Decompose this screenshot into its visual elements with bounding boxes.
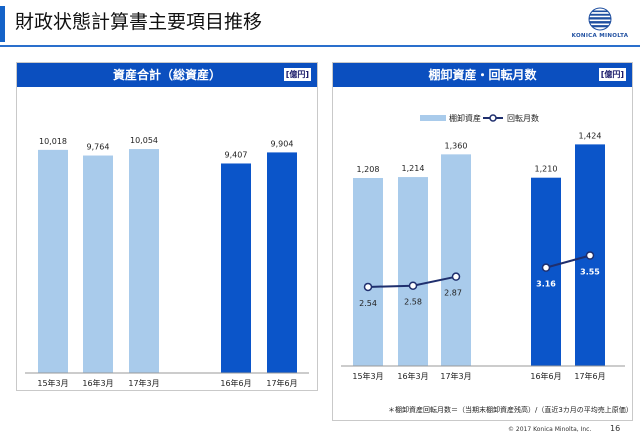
turnover-line-quarterly <box>545 254 591 269</box>
inventory-chart: 棚卸資産 回転月数 1,208 15年3月 1,214 16年3月 1,360 17年3月 1,… <box>341 113 625 381</box>
inventory-unit: [億円] <box>598 68 626 81</box>
turnover-point <box>363 282 373 292</box>
inventory-title: 棚卸資産・回転月数 <box>428 68 537 82</box>
inventory-category-label: 17年3月 <box>440 371 471 381</box>
turnover-value-label: 2.87 <box>444 289 462 298</box>
total-assets-value-label: 9,904 <box>271 139 294 148</box>
turnover-value-label: 2.58 <box>404 298 422 307</box>
total-assets-value-label: 9,764 <box>87 143 110 152</box>
inventory-value-label: 1,210 <box>535 165 558 174</box>
total-assets-title: 資産合計（総資産） <box>112 68 221 82</box>
legend-bar-label: 棚卸資産 <box>449 113 481 123</box>
total-assets-bar <box>38 149 68 373</box>
inventory-value-label: 1,214 <box>402 164 425 173</box>
turnover-point <box>451 272 461 281</box>
turnover-point <box>408 281 418 290</box>
total-assets-panel: 資産合計（総資産） [億円] 10,018 15年3月 9,764 16年3月 10,0… <box>16 62 318 391</box>
total-assets-category-label: 17年3月 <box>128 378 159 388</box>
inventory-value-label: 1,360 <box>445 141 468 150</box>
total-assets-bar <box>221 163 251 373</box>
total-assets-value-label: 10,018 <box>39 137 67 146</box>
inventory-bar <box>353 178 383 366</box>
inventory-value-label: 1,424 <box>579 131 602 140</box>
legend-line-marker <box>489 114 497 122</box>
inventory-bar <box>398 177 428 366</box>
total-assets-category-label: 17年6月 <box>266 378 297 388</box>
legend-line-label: 回転月数 <box>507 113 539 123</box>
total-assets-unit: [億円] <box>283 68 311 81</box>
total-assets-bar <box>129 149 159 373</box>
total-assets-header: 資産合計（総資産） [億円] <box>17 63 317 87</box>
inventory-panel: 棚卸資産・回転月数 [億円] 棚卸資産 回転月数 1,208 15年3月 1,214 16… <box>332 62 633 421</box>
total-assets-chart: 10,018 15年3月 9,764 16年3月 10,054 17年3月 9,407 16年… <box>25 136 309 388</box>
copyright: © 2017 Konica Minolta, Inc. <box>508 426 592 433</box>
inventory-value-label: 1,208 <box>357 165 380 174</box>
page-number: 16 <box>610 424 621 433</box>
title-accent-bar <box>0 6 5 42</box>
globe-logo-icon <box>588 7 612 31</box>
inventory-category-label: 17年6月 <box>574 371 605 381</box>
total-assets-value-label: 9,407 <box>225 150 248 159</box>
header-rule <box>0 45 640 47</box>
turnover-point <box>585 251 595 260</box>
total-assets-bar <box>267 152 297 373</box>
turnover-point <box>541 263 551 272</box>
konica-minolta-logo: KONICA MINOLTA <box>565 7 635 43</box>
total-assets-category-label: 16年6月 <box>220 378 251 388</box>
total-assets-category-label: 16年3月 <box>82 378 113 388</box>
total-assets-bar <box>83 155 113 373</box>
inventory-bar <box>441 154 471 366</box>
total-assets-value-label: 10,054 <box>130 136 158 145</box>
inventory-header: 棚卸資産・回転月数 [億円] <box>333 63 632 87</box>
page-title: 財政状態計算書主要項目推移 <box>15 11 263 33</box>
total-assets-category-label: 15年3月 <box>37 378 68 388</box>
footnote: ＊棚卸資産回転月数＝（当期末棚卸資産残高）/（直近3カ月の平均売上原価） <box>388 406 633 414</box>
turnover-value-label: 3.55 <box>580 268 600 277</box>
legend-bar-swatch <box>420 115 446 121</box>
logo-wordmark: KONICA MINOLTA <box>571 33 629 39</box>
inventory-category-label: 15年3月 <box>352 371 383 381</box>
inventory-category-label: 16年6月 <box>530 371 561 381</box>
inventory-category-label: 16年3月 <box>397 371 428 381</box>
turnover-value-label: 3.16 <box>536 280 556 289</box>
turnover-value-label: 2.54 <box>359 299 377 308</box>
